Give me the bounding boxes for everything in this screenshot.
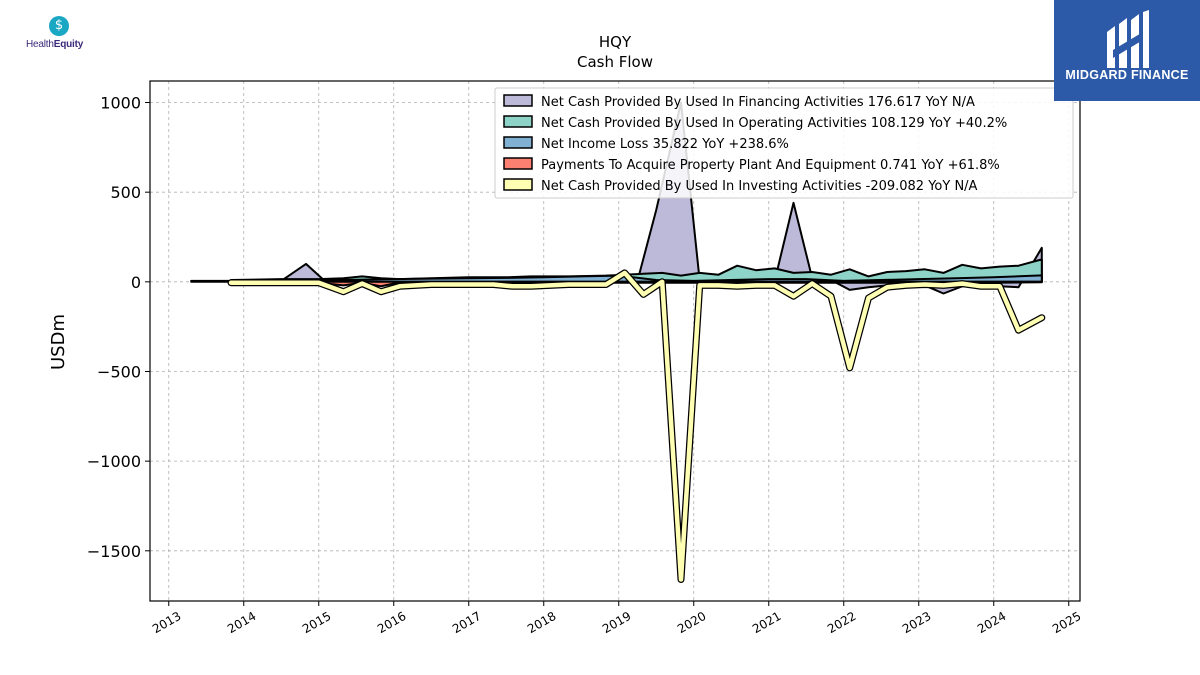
series-line-4 <box>228 270 1045 582</box>
x-tick-label: 2021 <box>750 609 783 636</box>
logo-text-light: Health <box>26 39 54 50</box>
chart-subtitle: Cash Flow <box>577 53 653 71</box>
legend-label: Payments To Acquire Property Plant And E… <box>541 158 1000 173</box>
logo-text-bold: Equity <box>53 39 84 50</box>
series-line-outline-4 <box>227 269 1046 583</box>
x-tick-label: 2024 <box>975 609 1008 636</box>
legend-swatch <box>503 94 533 107</box>
midgard-mark-icon <box>1107 10 1149 68</box>
x-tick-label: 2020 <box>675 609 708 636</box>
chart-title: HQY <box>599 33 632 51</box>
legend-items: Net Cash Provided By Used In Financing A… <box>503 94 1007 194</box>
y-tick-label: 500 <box>110 183 141 202</box>
y-tick-label: −1500 <box>87 542 141 561</box>
legend-label: Net Income Loss 35.822 YoY +238.6% <box>541 137 789 152</box>
x-tick-label: 2022 <box>825 609 858 636</box>
x-tick-label: 2013 <box>150 609 183 636</box>
y-ticks: 1000 500 0 −500 −1000 −1500 <box>87 94 150 561</box>
x-tick-label: 2018 <box>525 609 558 636</box>
legend-label: Net Cash Provided By Used In Investing A… <box>541 179 978 194</box>
legend-swatch <box>503 157 533 170</box>
y-tick-label: 0 <box>131 273 141 292</box>
series-layer <box>190 101 1046 583</box>
x-tick-label: 2025 <box>1050 609 1083 636</box>
healthequity-logo: $ HealthEquity <box>22 14 102 54</box>
x-tick-label: 2017 <box>450 609 483 636</box>
healthequity-logo-text: HealthEquity <box>26 39 83 50</box>
y-tick-label: 1000 <box>100 94 141 113</box>
x-tick-label: 2023 <box>900 609 933 636</box>
plot-frame <box>149 80 1081 602</box>
y-axis-label: USDm <box>48 314 69 370</box>
x-tick-label: 2016 <box>375 609 408 636</box>
x-ticks: 2013 2014 2015 2016 2017 2018 2019 2020 2021 2022… <box>150 601 1083 636</box>
legend: Net Cash Provided By Used In Financing A… <box>494 87 1074 199</box>
legend-box <box>494 87 1074 199</box>
x-tick-label: 2015 <box>300 609 333 636</box>
x-tick-label: 2019 <box>600 609 633 636</box>
y-tick-label: −1000 <box>87 452 141 471</box>
legend-swatch <box>503 178 533 191</box>
midgard-finance-name: MIDGARD FINANCE <box>1065 68 1189 82</box>
legend-swatch <box>503 136 533 149</box>
legend-swatch <box>503 115 533 128</box>
x-tick-label: 2014 <box>225 609 258 636</box>
midgard-finance-logo: MIDGARD FINANCE <box>1054 0 1200 101</box>
legend-label: Net Cash Provided By Used In Operating A… <box>541 116 1007 131</box>
legend-label: Net Cash Provided By Used In Financing A… <box>541 95 975 110</box>
cup-icon: $ <box>49 16 69 36</box>
y-tick-label: −500 <box>97 362 141 381</box>
